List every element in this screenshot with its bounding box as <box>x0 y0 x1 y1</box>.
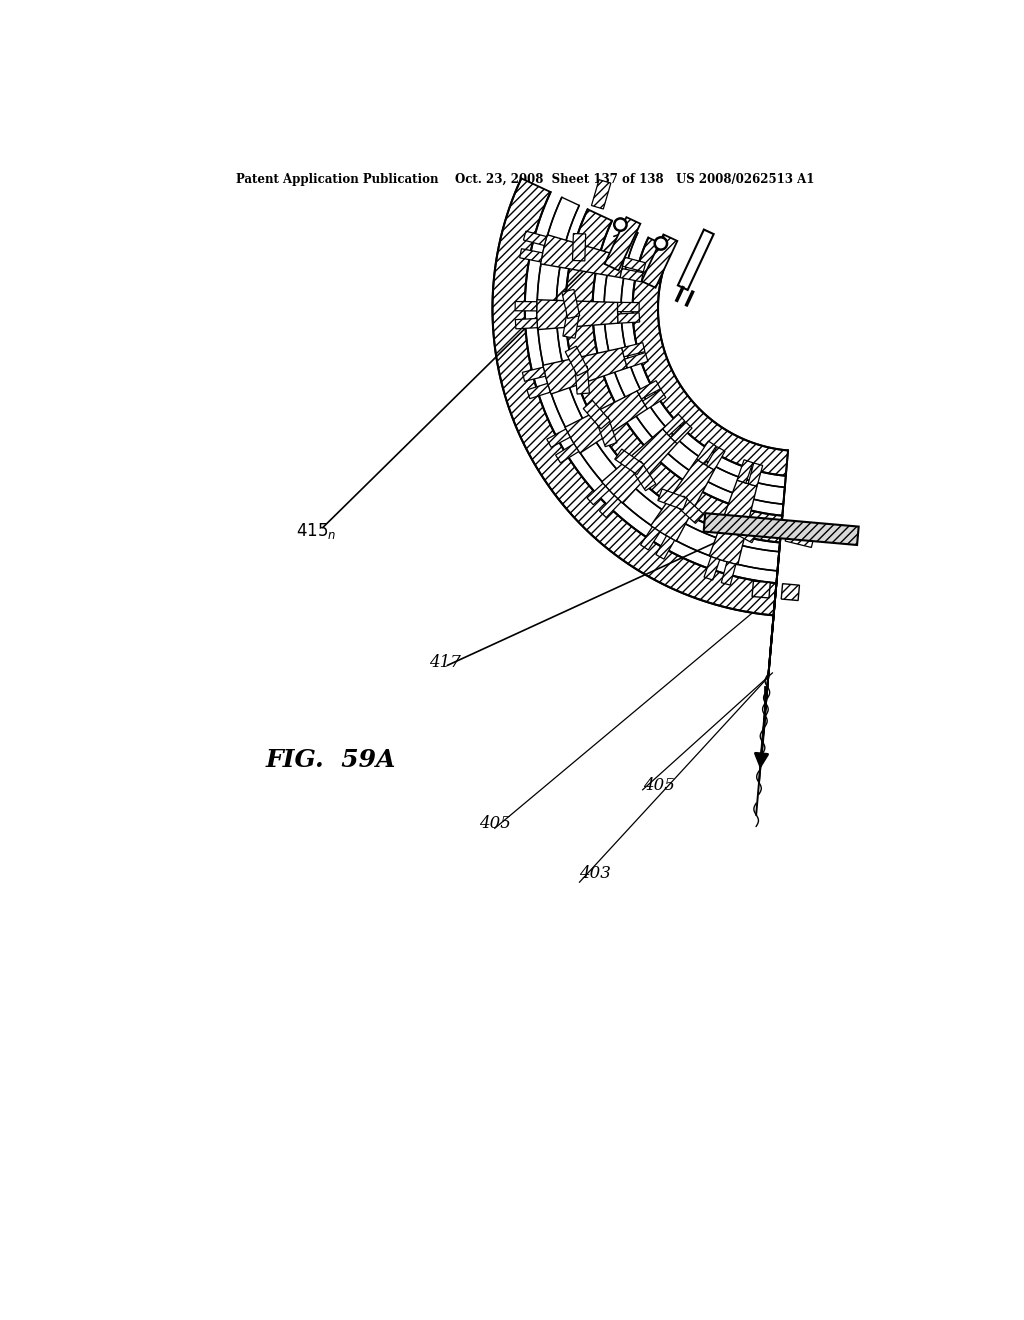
Polygon shape <box>752 581 770 598</box>
Polygon shape <box>587 483 609 504</box>
Polygon shape <box>637 380 660 399</box>
Polygon shape <box>602 429 677 503</box>
Polygon shape <box>643 389 666 409</box>
Polygon shape <box>565 391 647 453</box>
Polygon shape <box>604 226 784 504</box>
Text: 403: 403 <box>580 866 611 882</box>
Polygon shape <box>547 429 570 447</box>
Polygon shape <box>617 313 640 323</box>
Polygon shape <box>493 178 776 615</box>
Polygon shape <box>676 496 703 524</box>
Polygon shape <box>597 417 616 446</box>
Polygon shape <box>522 367 546 381</box>
Polygon shape <box>728 519 758 543</box>
Polygon shape <box>678 230 714 290</box>
Polygon shape <box>696 441 716 465</box>
Polygon shape <box>749 463 763 486</box>
Circle shape <box>614 218 627 231</box>
Polygon shape <box>563 309 580 338</box>
Polygon shape <box>656 536 675 560</box>
Polygon shape <box>622 343 645 356</box>
Polygon shape <box>641 527 660 550</box>
Polygon shape <box>614 449 644 474</box>
Polygon shape <box>631 462 655 491</box>
Polygon shape <box>538 197 779 570</box>
Polygon shape <box>515 318 538 329</box>
Text: Patent Application Publication    Oct. 23, 2008  Sheet 137 of 138   US 2008/0262: Patent Application Publication Oct. 23, … <box>236 173 814 186</box>
Polygon shape <box>537 300 618 330</box>
Polygon shape <box>621 268 643 281</box>
Polygon shape <box>617 302 639 312</box>
Polygon shape <box>657 488 687 510</box>
Polygon shape <box>572 234 586 261</box>
Polygon shape <box>592 180 611 209</box>
Polygon shape <box>584 400 610 429</box>
Polygon shape <box>633 238 788 475</box>
Polygon shape <box>721 562 736 585</box>
Polygon shape <box>574 366 590 395</box>
Polygon shape <box>707 446 725 470</box>
Text: FIG.  59A: FIG. 59A <box>265 747 395 772</box>
Polygon shape <box>671 421 692 444</box>
Polygon shape <box>663 414 685 436</box>
Polygon shape <box>703 513 859 545</box>
Polygon shape <box>541 235 625 277</box>
Polygon shape <box>523 231 547 246</box>
Text: 405: 405 <box>479 816 511 833</box>
Polygon shape <box>515 301 537 312</box>
Polygon shape <box>651 459 715 541</box>
Polygon shape <box>785 529 814 548</box>
Polygon shape <box>565 210 782 543</box>
Polygon shape <box>642 235 677 288</box>
Polygon shape <box>556 444 579 463</box>
Polygon shape <box>625 352 648 368</box>
Circle shape <box>654 238 667 249</box>
Polygon shape <box>599 495 622 517</box>
Polygon shape <box>710 480 757 565</box>
Polygon shape <box>705 557 720 579</box>
Polygon shape <box>623 257 646 272</box>
Polygon shape <box>604 218 640 271</box>
Text: $415_n$: $415_n$ <box>296 520 337 541</box>
Polygon shape <box>543 348 628 395</box>
Text: 405: 405 <box>643 776 675 793</box>
Polygon shape <box>781 583 800 601</box>
Polygon shape <box>562 289 580 318</box>
Polygon shape <box>520 248 543 261</box>
Polygon shape <box>565 346 589 376</box>
Polygon shape <box>527 383 550 399</box>
Polygon shape <box>737 459 753 483</box>
Text: 417: 417 <box>429 653 461 671</box>
